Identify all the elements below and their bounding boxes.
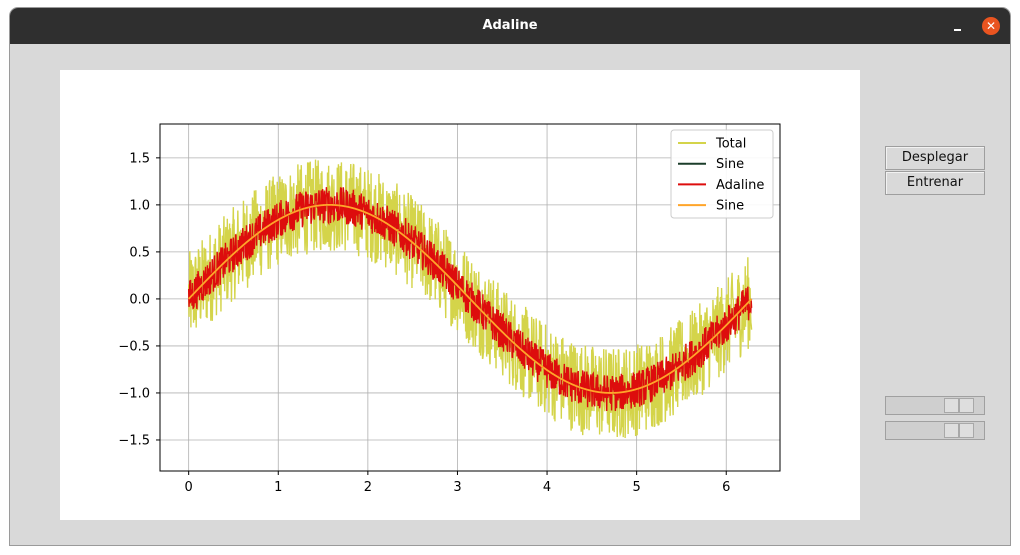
slider-1-thumb[interactable]	[944, 398, 959, 413]
y-tick-label-4: −0.5	[118, 339, 150, 354]
slider-1-thumb-end[interactable]	[959, 398, 974, 413]
x-tick-label-6: 6	[722, 480, 730, 495]
slider-1[interactable]	[885, 396, 985, 415]
x-tick-label-2: 2	[364, 480, 372, 495]
minimize-icon[interactable]	[950, 22, 964, 36]
window-title: Adaline	[482, 18, 538, 33]
legend-box	[670, 129, 774, 219]
slider-2-thumb-end[interactable]	[959, 423, 974, 438]
plot-frame	[159, 123, 781, 472]
slider-2-thumb[interactable]	[944, 423, 959, 438]
title-bar[interactable]: Adaline ✕	[10, 8, 1010, 44]
y-tick-label-5: −1.0	[118, 386, 150, 401]
series-line-3	[188, 203, 753, 394]
x-tick-label-0: 0	[185, 480, 193, 495]
chart-svg: 0 1 2 3 4 5 6 1.5 1.0 0.5 0.0 −0.5 −1.0 −1.5 Total Sine…	[118, 123, 781, 495]
y-tick-label-6: −1.5	[118, 433, 150, 448]
x-tick-label-3: 3	[453, 480, 461, 495]
series-line-2	[187, 187, 753, 412]
app-window: Adaline ✕ 0 1 2 3 4 5 6 1.5 1.0 0.5 0.0 −0.5 −1.0 −1.…	[10, 8, 1010, 545]
legend-label-0: Total	[715, 137, 746, 152]
y-tick-label-1: 1.0	[129, 198, 150, 213]
slider-2[interactable]	[885, 421, 985, 440]
plot-canvas: 0 1 2 3 4 5 6 1.5 1.0 0.5 0.0 −0.5 −1.0 −1.5 Total Sine…	[60, 70, 860, 520]
display-button[interactable]: Desplegar	[885, 146, 985, 170]
close-icon[interactable]: ✕	[982, 17, 1000, 35]
y-tick-label-0: 1.5	[129, 151, 150, 166]
legend-label-2: Adaline	[716, 178, 764, 193]
y-tick-label-2: 0.5	[129, 245, 150, 260]
x-tick-label-5: 5	[633, 480, 641, 495]
x-tick-label-1: 1	[274, 480, 282, 495]
x-tick-label-4: 4	[543, 480, 551, 495]
legend-label-1: Sine	[716, 157, 744, 172]
y-tick-label-3: 0.0	[129, 292, 150, 307]
legend-label-3: Sine	[716, 199, 744, 214]
train-button[interactable]: Entrenar	[885, 171, 985, 195]
